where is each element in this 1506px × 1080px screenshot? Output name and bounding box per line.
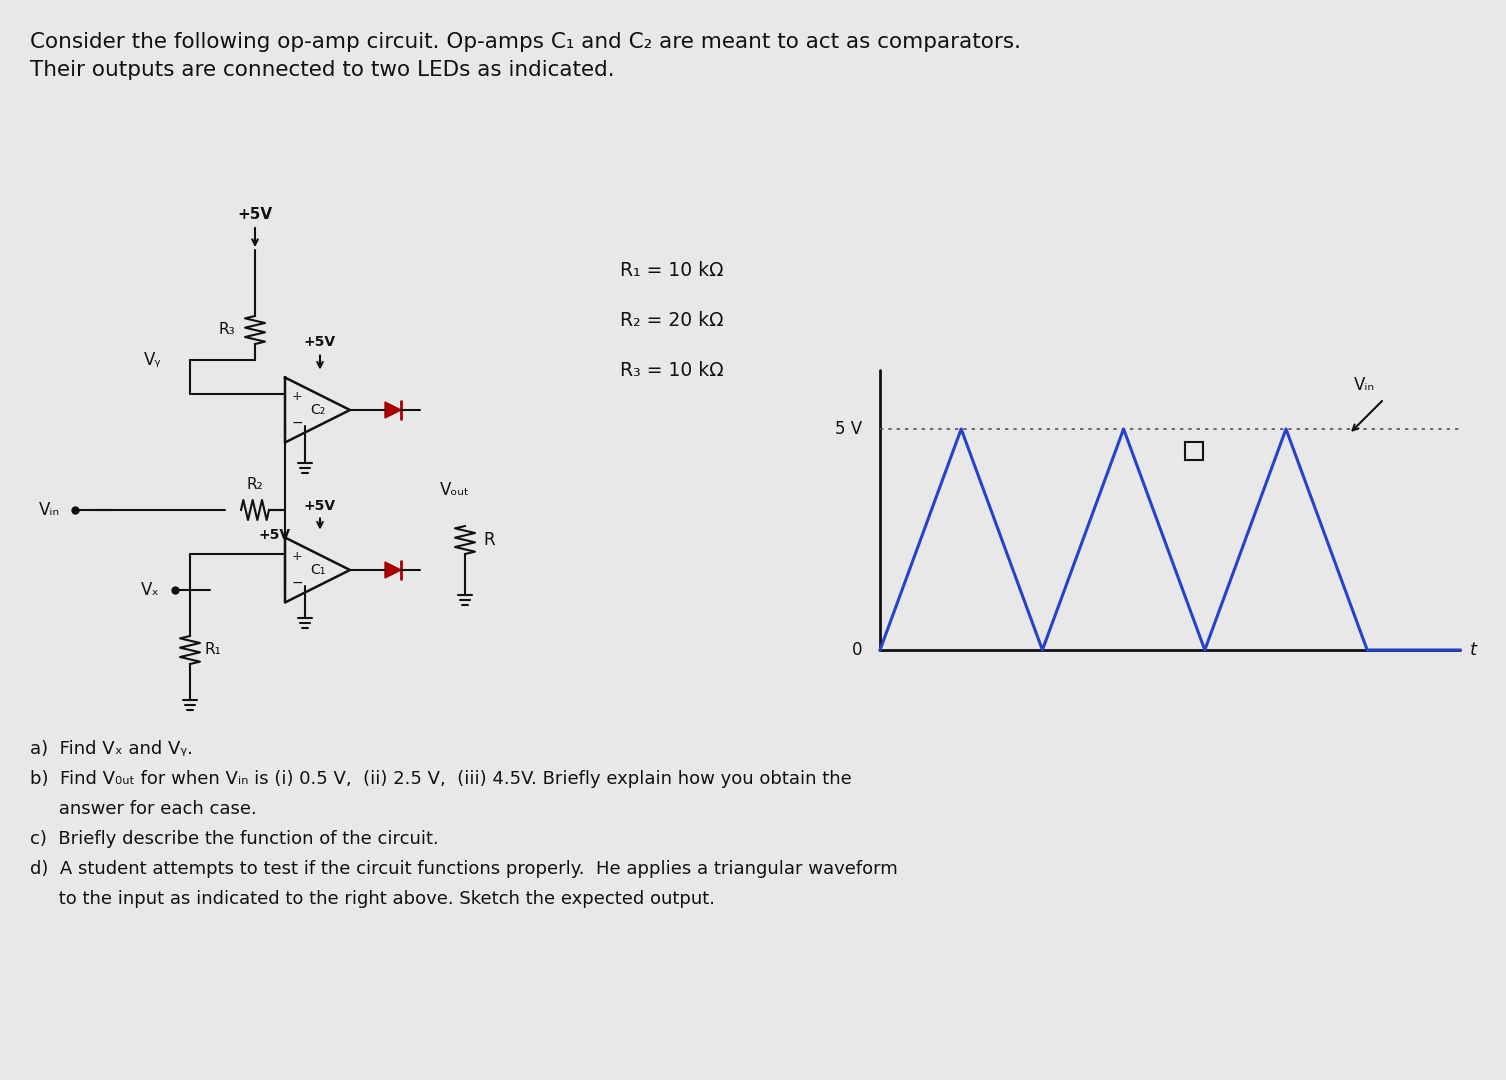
Text: Vₓ: Vₓ <box>142 581 160 599</box>
Text: C₂: C₂ <box>310 403 325 417</box>
Text: Consider the following op-amp circuit. Op-amps C₁ and C₂ are meant to act as com: Consider the following op-amp circuit. O… <box>30 32 1021 52</box>
Text: c)  Briefly describe the function of the circuit.: c) Briefly describe the function of the … <box>30 831 438 848</box>
Bar <box>1185 442 1203 460</box>
Text: +5V: +5V <box>304 336 336 350</box>
Text: answer for each case.: answer for each case. <box>30 800 256 818</box>
Text: R₃ = 10 kΩ: R₃ = 10 kΩ <box>620 361 723 379</box>
Text: +5V: +5V <box>259 528 291 542</box>
Text: −: − <box>291 416 303 430</box>
Text: +: + <box>292 551 303 564</box>
Text: R: R <box>483 531 494 549</box>
Text: d)  A student attempts to test if the circuit functions properly.  He applies a : d) A student attempts to test if the cir… <box>30 860 898 878</box>
Text: to the input as indicated to the right above. Sketch the expected output.: to the input as indicated to the right a… <box>30 890 715 908</box>
Text: R₂: R₂ <box>247 477 264 492</box>
Text: +: + <box>292 391 303 404</box>
Text: R₂ = 20 kΩ: R₂ = 20 kΩ <box>620 311 723 329</box>
Text: 0: 0 <box>851 642 861 659</box>
Text: b)  Find V₀ᵤₜ for when Vᵢₙ is (i) 0.5 V,  (ii) 2.5 V,  (iii) 4.5V. Briefly expla: b) Find V₀ᵤₜ for when Vᵢₙ is (i) 0.5 V, … <box>30 770 852 788</box>
Text: Vᵧ: Vᵧ <box>145 351 163 369</box>
Polygon shape <box>386 562 401 578</box>
Polygon shape <box>386 402 401 418</box>
Text: R₁: R₁ <box>205 643 221 658</box>
Text: +5V: +5V <box>304 499 336 513</box>
Text: 5 V: 5 V <box>834 420 861 438</box>
Text: +5V: +5V <box>238 207 273 222</box>
Text: Vₒᵤₜ: Vₒᵤₜ <box>440 481 470 499</box>
Text: Their outputs are connected to two LEDs as indicated.: Their outputs are connected to two LEDs … <box>30 60 614 80</box>
Text: C₁: C₁ <box>310 563 325 577</box>
Text: Vᵢₙ: Vᵢₙ <box>1354 376 1375 394</box>
Text: a)  Find Vₓ and Vᵧ.: a) Find Vₓ and Vᵧ. <box>30 740 193 758</box>
Text: Vᵢₙ: Vᵢₙ <box>39 501 60 519</box>
Text: R₃: R₃ <box>218 323 235 337</box>
Text: R₁ = 10 kΩ: R₁ = 10 kΩ <box>620 260 723 280</box>
Text: t: t <box>1470 642 1477 659</box>
Text: −: − <box>291 576 303 590</box>
